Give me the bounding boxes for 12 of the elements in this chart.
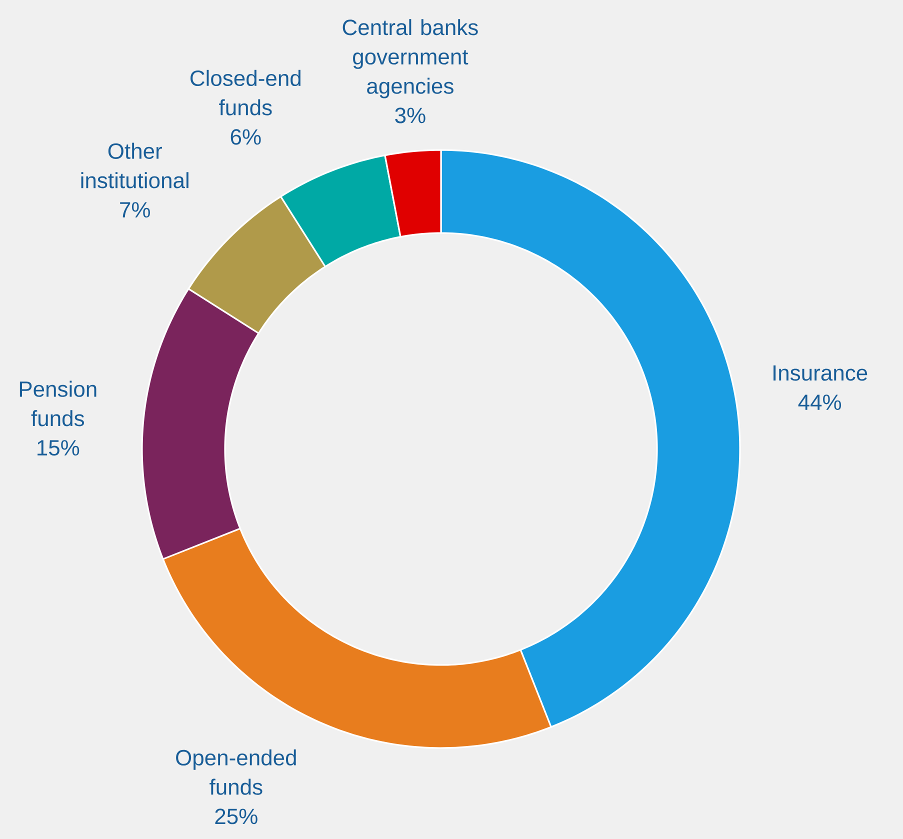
data-label: 7% bbox=[120, 202, 150, 218]
slice-label: Closed-end funds bbox=[190, 70, 300, 116]
data-label: 15% bbox=[38, 440, 80, 456]
data-label: 3% bbox=[395, 108, 426, 124]
data-label: 25% bbox=[215, 808, 258, 824]
slice-label: Central banks government agencies bbox=[342, 19, 478, 98]
slice-label: Other institutional bbox=[81, 142, 188, 188]
slice-label: Insurance bbox=[774, 365, 868, 381]
slice-label: Open-ended funds bbox=[176, 749, 296, 795]
data-label: 6% bbox=[230, 129, 261, 145]
slice-label: Pension funds bbox=[20, 380, 96, 426]
data-label: 44% bbox=[798, 394, 842, 410]
